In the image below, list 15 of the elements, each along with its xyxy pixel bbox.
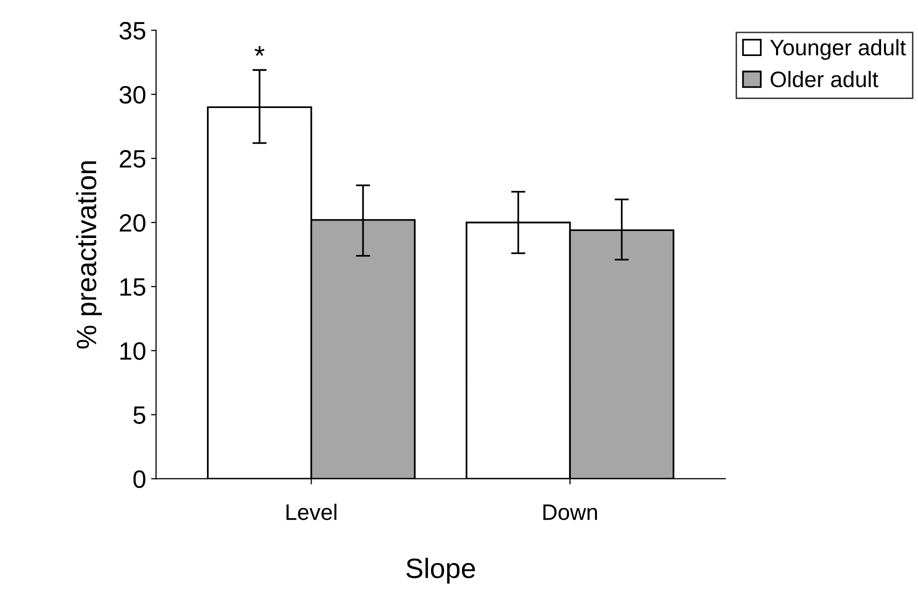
y-tick-label: 25 [120,150,146,168]
y-tick-label: 0 [133,470,146,488]
annotation: * [254,46,265,56]
y-tick-label: 30 [119,86,146,104]
x-tick-label: Down [543,504,597,520]
legend-label: Younger adult [770,39,906,60]
legend-label: Older adult [770,70,878,88]
y-tick-label: 5 [133,406,146,424]
y-tick-label: 15 [120,278,146,296]
y-tick-label: 10 [120,342,146,360]
y-tick-label: 20 [120,214,146,232]
x-axis-title: Slope [406,558,475,584]
x-tick-label: Level [286,504,336,520]
y-tick-label: 35 [119,22,146,40]
y-axis-title: % preactivation [76,161,102,348]
